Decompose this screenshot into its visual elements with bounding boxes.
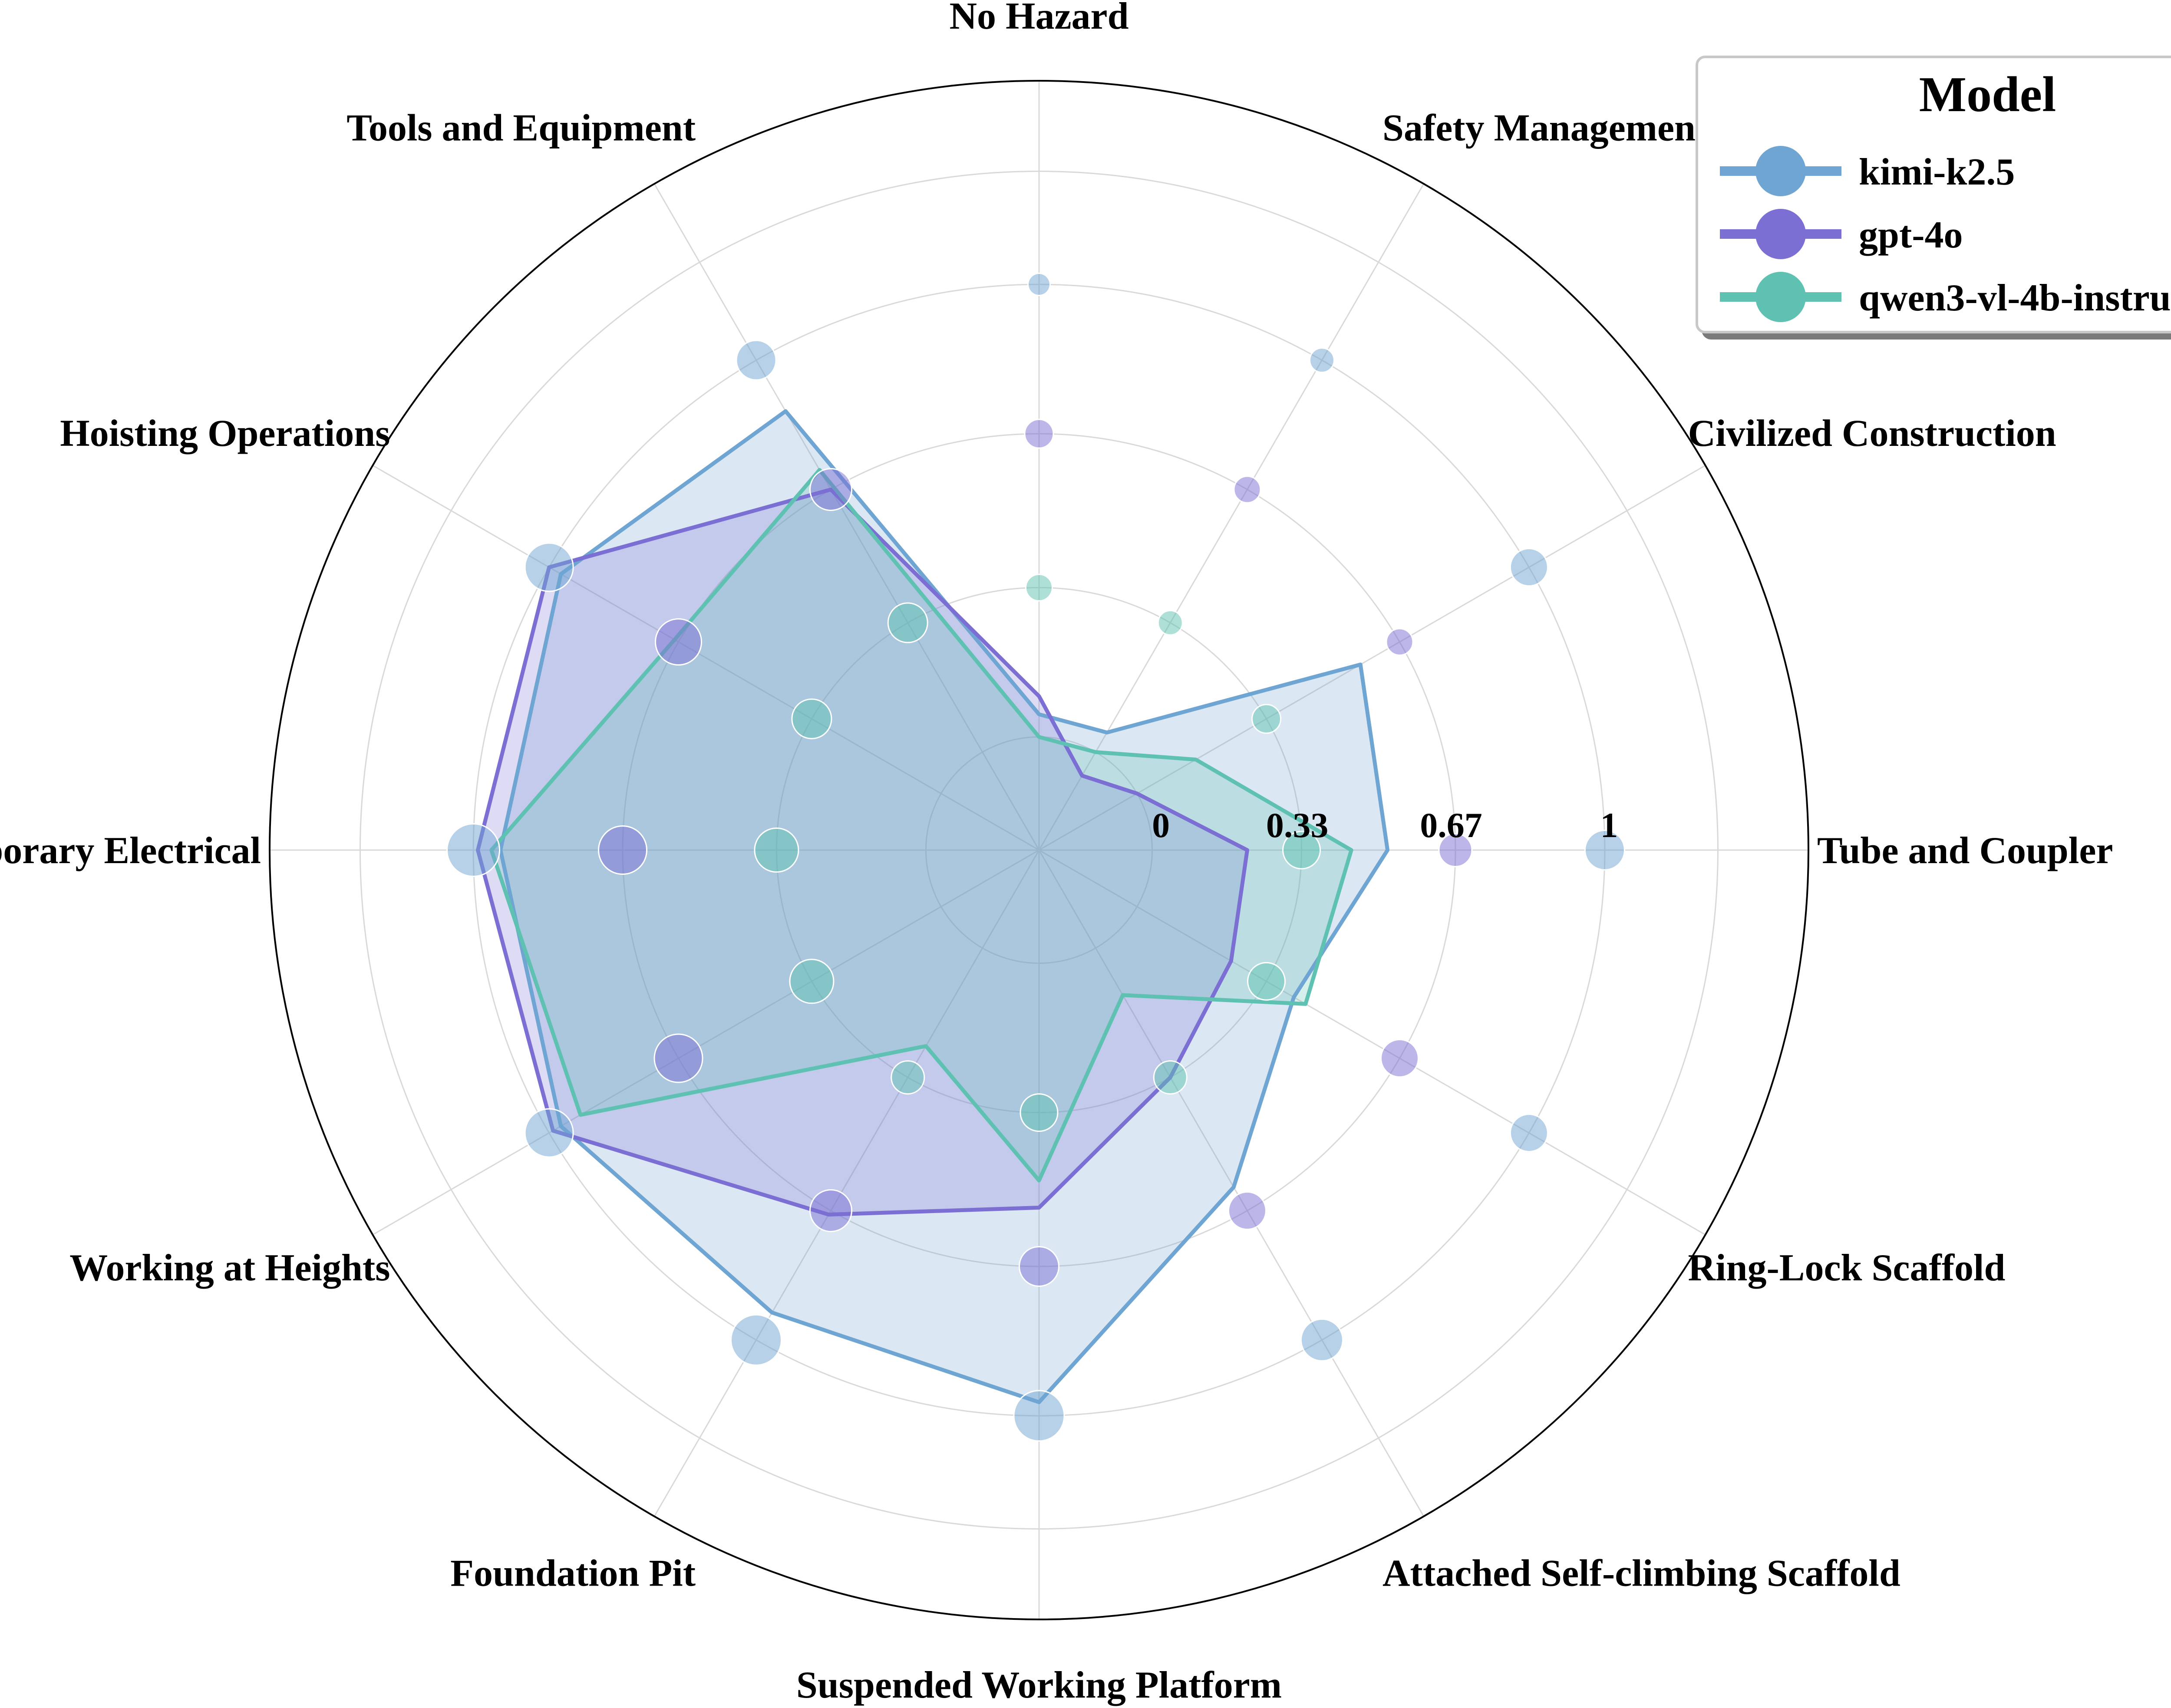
series-marker-0-1 [1509,548,1548,587]
polar-frame [269,80,1809,1620]
grid-spoke [653,850,1040,1517]
series-marker-2-0 [1282,831,1321,870]
series-marker-0-8 [730,1314,782,1366]
series-marker-2-4 [887,602,928,643]
series-marker-2-10 [1153,1060,1188,1095]
grid-spoke [1039,849,1706,1236]
radial-tick-label: 0 [1152,805,1170,845]
grid-spoke [1039,465,1706,851]
series-marker-0-7 [524,1108,574,1158]
series-marker-0-0 [1584,830,1625,870]
series-fill-1 [478,489,1247,1215]
axis-label: No Hazard [949,0,1128,37]
legend-item-qwen: qwen3-vl-4b-instruct [1716,267,2171,327]
grid-spoke [372,465,1039,851]
series-marker-0-5 [524,542,574,592]
series-line-0 [498,409,1390,1405]
series-marker-0-9 [1013,1390,1065,1442]
series-marker-0-2 [1309,347,1335,373]
series-marker-0-4 [736,340,777,381]
series-marker-1-5 [655,618,703,666]
grid-spoke [1038,183,1425,851]
grid-spoke [1038,850,1425,1517]
series-marker-0-11 [1509,1113,1548,1152]
series-marker-2-5 [791,698,832,739]
series-marker-0-10 [1300,1318,1343,1362]
legend-swatch-kimi [1720,146,1841,196]
axis-label: Working at Heights [69,1247,390,1289]
radial-tick-label: 0.33 [1266,805,1329,845]
grid-spoke [653,183,1040,851]
series-marker-0-6 [446,823,501,877]
series-marker-2-6 [754,828,799,873]
legend-label-qwen: qwen3-vl-4b-instruct [1859,277,2171,319]
legend-swatch-gpt [1720,209,1841,259]
radial-tick-label: 0.67 [1420,805,1482,845]
series-fill-0 [500,411,1388,1402]
series-marker-2-9 [1020,1093,1059,1132]
series-marker-2-11 [1247,962,1286,1001]
legend-label-gpt: gpt-4o [1859,214,1963,256]
series-marker-2-1 [1251,704,1282,734]
axis-label: Temporary Electrical [0,830,261,872]
axis-label: Tools and Equipment [346,107,696,149]
legend-item-kimi: kimi-k2.5 [1716,141,2171,201]
axis-label: Ring-Lock Scaffold [1688,1247,2006,1289]
axis-label: Safety Management [1382,107,1708,149]
grid-spoke [372,849,1039,1236]
series-fill-layer [478,411,1388,1402]
series-marker-1-6 [598,825,648,875]
series-marker-0-3 [1027,273,1051,297]
axis-label: Foundation Pit [450,1553,696,1595]
series-marker-1-3 [1024,419,1054,449]
legend-swatch-qwen [1720,272,1841,322]
axis-label: Suspended Working Platform [796,1664,1282,1706]
radial-tick-label: 1 [1600,805,1618,845]
series-marker-1-7 [653,1033,703,1083]
series-marker-2-2 [1157,610,1183,636]
series-marker-2-8 [891,1060,925,1095]
axis-label: Tube and Coupler [1817,830,2113,872]
axis-label: Civilized Construction [1688,412,2056,455]
series-marker-1-4 [809,468,853,511]
legend-label-kimi: kimi-k2.5 [1859,151,2015,193]
series-marker-1-11 [1380,1039,1419,1078]
legend-item-gpt: gpt-4o [1716,204,2171,264]
axis-label: Hoisting Operations [60,412,390,455]
series-marker-1-1 [1386,628,1414,656]
series-marker-2-3 [1025,574,1053,602]
series-marker-1-8 [809,1189,853,1232]
series-marker-layer [446,273,1625,1442]
series-fill-2 [491,470,1352,1180]
legend-title: Model [1919,67,2056,122]
series-marker-2-7 [789,959,835,1004]
label-layer: 0 0.33 0.67 1 Tube and Coupler Civilized Cons… [0,0,2113,1706]
series-marker-1-2 [1233,475,1261,504]
series-marker-1-9 [1019,1246,1059,1287]
series-marker-1-0 [1438,833,1473,867]
legend: Model kimi-k2.5 gpt-4o qwen3-vl-4b-instr… [1696,56,2171,333]
axis-label: Attached Self-climbing Scaffold [1382,1553,1900,1595]
series-marker-1-10 [1227,1191,1267,1230]
